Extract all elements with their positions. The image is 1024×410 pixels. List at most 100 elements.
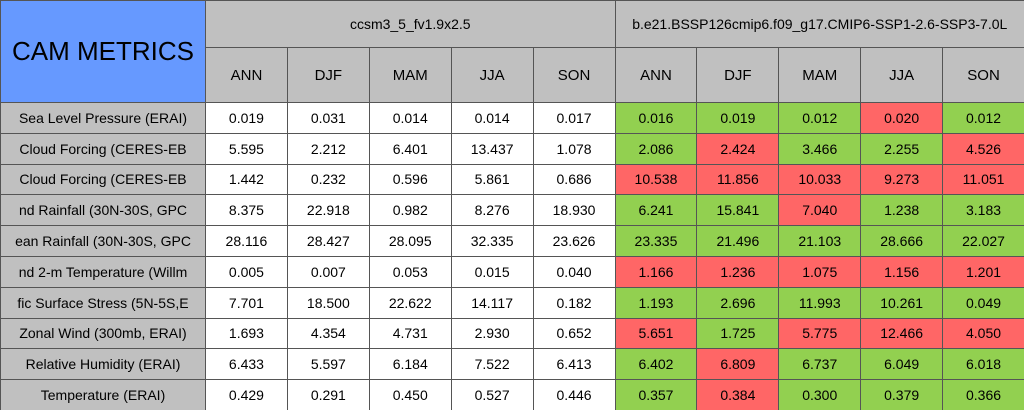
value-cell: 1.238: [860, 194, 944, 227]
value-cell: 5.597: [286, 348, 370, 381]
value-cell: 0.446: [532, 379, 616, 410]
value-cell: 0.379: [860, 379, 944, 410]
value-cell: 12.466: [860, 317, 944, 350]
value-cell: 8.375: [205, 194, 288, 227]
value-cell: 21.103: [778, 225, 862, 257]
value-cell: 13.437: [450, 132, 534, 165]
column-header: DJF: [286, 47, 370, 103]
row-label: nd Rainfall (30N-30S, GPC: [0, 194, 206, 227]
value-cell: 0.012: [778, 102, 862, 134]
value-cell: 0.040: [532, 255, 616, 288]
table-row: fic Surface Stress (5N-5S,E 7.701 18.500 22…: [0, 286, 1024, 319]
value-cell: 1.201: [942, 255, 1024, 288]
value-cell: 0.007: [286, 255, 370, 288]
group-header: b.e21.BSSP126cmip6.f09_g17.CMIP6-SSP1-2.…: [614, 0, 1024, 48]
value-cell: 1.075: [778, 255, 862, 288]
value-cell: 2.212: [286, 132, 370, 165]
value-cell: 1.193: [614, 286, 698, 319]
value-cell: 0.019: [696, 102, 780, 134]
value-cell: 0.017: [532, 102, 616, 134]
value-cell: 0.031: [286, 102, 370, 134]
value-cell: 10.261: [860, 286, 944, 319]
row-label: Cloud Forcing (CERES-EB: [0, 163, 206, 196]
value-cell: 2.930: [450, 317, 534, 350]
column-header: DJF: [696, 47, 780, 103]
column-header: SON: [942, 47, 1024, 103]
value-cell: 5.861: [450, 163, 534, 196]
table-title: CAM METRICS: [0, 0, 206, 103]
value-cell: 0.450: [368, 379, 452, 410]
value-cell: 14.117: [450, 286, 534, 319]
value-cell: 6.737: [778, 348, 862, 381]
value-cell: 1.236: [696, 255, 780, 288]
value-cell: 32.335: [450, 225, 534, 257]
column-header: MAM: [368, 47, 452, 103]
value-cell: 0.016: [614, 102, 698, 134]
column-header: JJA: [860, 47, 944, 103]
table-row: nd Rainfall (30N-30S, GPC 8.375 22.918 0.98…: [0, 194, 1024, 227]
value-cell: 7.040: [778, 194, 862, 227]
value-cell: 3.183: [942, 194, 1024, 227]
value-cell: 1.693: [205, 317, 288, 350]
value-cell: 5.775: [778, 317, 862, 350]
value-cell: 6.433: [205, 348, 288, 381]
value-cell: 8.276: [450, 194, 534, 227]
value-cell: 0.366: [942, 379, 1024, 410]
table-row: Temperature (ERAI) 0.429 0.291 0.450 0.527 0.…: [0, 379, 1024, 410]
value-cell: 18.930: [532, 194, 616, 227]
value-cell: 4.731: [368, 317, 452, 350]
value-cell: 0.357: [614, 379, 698, 410]
value-cell: 0.384: [696, 379, 780, 410]
value-cell: 0.300: [778, 379, 862, 410]
value-cell: 0.014: [368, 102, 452, 134]
value-cell: 4.050: [942, 317, 1024, 350]
value-cell: 6.401: [368, 132, 452, 165]
table-row: Cloud Forcing (CERES-EB 5.595 2.212 6.401 13…: [0, 132, 1024, 165]
value-cell: 6.049: [860, 348, 944, 381]
value-cell: 1.442: [205, 163, 288, 196]
value-cell: 15.841: [696, 194, 780, 227]
value-cell: 10.033: [778, 163, 862, 196]
value-cell: 0.527: [450, 379, 534, 410]
value-cell: 11.993: [778, 286, 862, 319]
value-cell: 28.427: [286, 225, 370, 257]
value-cell: 0.429: [205, 379, 288, 410]
value-cell: 6.184: [368, 348, 452, 381]
value-cell: 4.354: [286, 317, 370, 350]
row-label: Zonal Wind (300mb, ERAI): [0, 317, 206, 350]
value-cell: 28.095: [368, 225, 452, 257]
value-cell: 2.086: [614, 132, 698, 165]
value-cell: 22.918: [286, 194, 370, 227]
value-cell: 6.809: [696, 348, 780, 381]
table-row: ean Rainfall (30N-30S, GPC 28.116 28.427 28…: [0, 225, 1024, 257]
row-label: Cloud Forcing (CERES-EB: [0, 132, 206, 165]
value-cell: 7.701: [205, 286, 288, 319]
value-cell: 22.027: [942, 225, 1024, 257]
row-label: Temperature (ERAI): [0, 379, 206, 410]
row-label: ean Rainfall (30N-30S, GPC: [0, 225, 206, 257]
value-cell: 0.014: [450, 102, 534, 134]
table-row: Sea Level Pressure (ERAI) 0.019 0.031 0.014…: [0, 102, 1024, 134]
value-cell: 23.626: [532, 225, 616, 257]
value-cell: 0.686: [532, 163, 616, 196]
value-cell: 22.622: [368, 286, 452, 319]
column-header: MAM: [778, 47, 862, 103]
value-cell: 9.273: [860, 163, 944, 196]
value-cell: 1.156: [860, 255, 944, 288]
value-cell: 0.596: [368, 163, 452, 196]
value-cell: 0.015: [450, 255, 534, 288]
value-cell: 11.051: [942, 163, 1024, 196]
value-cell: 0.005: [205, 255, 288, 288]
value-cell: 18.500: [286, 286, 370, 319]
value-cell: 7.522: [450, 348, 534, 381]
value-cell: 5.651: [614, 317, 698, 350]
value-cell: 0.019: [205, 102, 288, 134]
value-cell: 2.255: [860, 132, 944, 165]
value-cell: 3.466: [778, 132, 862, 165]
value-cell: 0.232: [286, 163, 370, 196]
group-header: ccsm3_5_fv1.9x2.5: [205, 0, 616, 48]
column-header: SON: [532, 47, 616, 103]
table-row: nd 2-m Temperature (Willm 0.005 0.007 0.053…: [0, 255, 1024, 288]
value-cell: 0.982: [368, 194, 452, 227]
value-cell: 21.496: [696, 225, 780, 257]
